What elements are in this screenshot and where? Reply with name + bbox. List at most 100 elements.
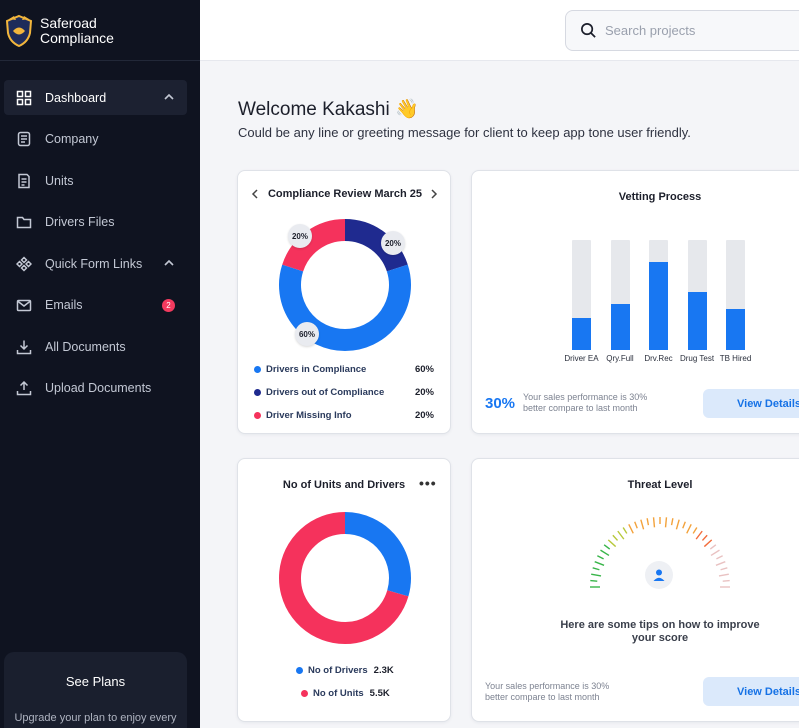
units-drivers-card: No of Units and Drivers ••• No of Driver… xyxy=(237,458,451,722)
plans-description: Upgrade your plan to enjoy every xyxy=(14,712,177,724)
plans-card[interactable]: See Plans Upgrade your plan to enjoy eve… xyxy=(4,652,187,728)
units-donut-chart xyxy=(279,512,411,644)
bar-drug-test xyxy=(687,291,707,350)
bar-track xyxy=(687,240,707,350)
gauge-tick xyxy=(634,521,638,529)
sidebar-item-all-documents[interactable]: All Documents xyxy=(4,329,187,364)
gauge-tick xyxy=(640,519,645,530)
gauge-tick xyxy=(597,555,604,560)
chevron-up-icon[interactable] xyxy=(163,257,175,269)
sidebar-item-label: Quick Form Links xyxy=(45,256,143,271)
search-input[interactable] xyxy=(605,23,785,38)
bar-label: Drug Test xyxy=(679,354,715,363)
performance-text: Your sales performance is 30% better com… xyxy=(523,392,648,413)
gauge-tick xyxy=(686,524,692,534)
legend-label: No of Drivers xyxy=(308,665,368,676)
gauge-tick xyxy=(600,549,610,557)
gauge-tick xyxy=(652,517,656,528)
gauge-tick xyxy=(670,518,674,526)
brand[interactable]: Saferoad Compliance xyxy=(4,14,114,48)
units-icon xyxy=(16,173,32,189)
chevron-left-icon[interactable] xyxy=(250,189,260,199)
donut-slice-driver-missing-info xyxy=(282,219,346,272)
bar-drv-rec xyxy=(649,262,668,350)
unread-badge: 2 xyxy=(162,298,175,312)
company-icon xyxy=(16,131,32,147)
legend-value: 20% xyxy=(414,386,434,398)
gauge-tick xyxy=(701,534,708,541)
view-details-button[interactable]: View Details xyxy=(703,389,799,418)
gauge-tick xyxy=(716,555,723,560)
gauge-tick xyxy=(722,579,730,582)
sidebar-nav: Dashboard Company Units Drivers Files Qu… xyxy=(4,80,187,412)
chevron-right-icon[interactable] xyxy=(429,189,439,199)
search-box[interactable] xyxy=(565,10,799,51)
legend-value: 60% xyxy=(414,363,434,375)
shield-logo-icon xyxy=(5,14,33,48)
bar-tb-hired xyxy=(726,309,745,350)
user-avatar xyxy=(645,561,673,589)
legend-row: No of Drivers 2.3K xyxy=(296,665,394,676)
sidebar-item-emails[interactable]: Emails 2 xyxy=(4,288,187,323)
sidebar-item-label: Dashboard xyxy=(45,90,107,105)
legend-dot xyxy=(296,667,303,674)
chevron-up-icon[interactable] xyxy=(163,91,175,103)
gauge-tick xyxy=(590,579,598,582)
gauge-tick xyxy=(607,539,617,548)
donut-label-in: 60% xyxy=(295,322,319,346)
legend-label: No of Units xyxy=(313,688,364,699)
legend-row: Drivers in Compliance 60% xyxy=(254,362,434,376)
bar-label: Qry.Full xyxy=(606,354,634,363)
sidebar-item-company[interactable]: Company xyxy=(4,122,187,157)
sidebar-item-quick-form-links[interactable]: Quick Form Links xyxy=(4,246,187,281)
see-plans-title[interactable]: See Plans xyxy=(65,674,126,689)
performance-percent: 30% xyxy=(485,395,516,412)
gauge-tick xyxy=(612,534,619,541)
user-icon xyxy=(653,569,665,581)
sidebar-item-label: Units xyxy=(45,173,74,188)
gauge-tick xyxy=(592,567,600,571)
bar-label: Driver EA xyxy=(564,354,599,363)
threat-gauge xyxy=(590,517,730,588)
gauge-tick xyxy=(718,573,729,577)
gauge-tick xyxy=(603,544,611,550)
sidebar-item-label: Upload Documents xyxy=(45,381,152,395)
sidebar-item-label: Emails xyxy=(45,298,83,312)
gauge-tick xyxy=(617,530,625,540)
legend-label: Drivers out of Compliance xyxy=(266,386,385,398)
view-details-button[interactable]: View Details xyxy=(703,677,799,706)
sidebar-item-drivers-files[interactable]: Drivers Files xyxy=(4,205,187,240)
gauge-tick xyxy=(594,561,605,566)
gauge-tick xyxy=(692,527,698,534)
gauge-tick xyxy=(703,539,713,548)
gauge-tick xyxy=(710,549,720,557)
more-options-icon[interactable]: ••• xyxy=(419,475,437,491)
gauge-tick xyxy=(709,544,717,550)
sidebar-item-upload-documents[interactable]: Upload Documents xyxy=(4,371,187,406)
legend-row: Driver Missing Info 20% xyxy=(254,408,434,422)
brand-name-line2: Compliance xyxy=(40,30,114,46)
card-title: No of Units and Drivers xyxy=(282,479,406,491)
bar-driver-ea xyxy=(572,318,591,350)
threat-level-card: Threat Level Here are some tips on how t… xyxy=(471,458,799,722)
sidebar: Saferoad Compliance Dashboard Company Un… xyxy=(0,0,200,728)
bar-label: Drv.Rec xyxy=(644,354,673,363)
bar-track xyxy=(610,240,630,350)
card-title: Vetting Process xyxy=(618,191,702,203)
sidebar-item-label: Drivers Files xyxy=(45,215,115,229)
donut-slice-no-of-units xyxy=(279,512,409,644)
bar-track xyxy=(649,240,668,350)
bar-label: TB Hired xyxy=(719,354,752,363)
sidebar-divider xyxy=(0,60,200,61)
sidebar-item-units[interactable]: Units xyxy=(4,163,187,198)
performance-text: Your sales performance is 30% better com… xyxy=(485,681,610,702)
legend-dot xyxy=(254,388,261,396)
legend-dot xyxy=(254,411,261,419)
donut-label-missing: 20% xyxy=(288,224,312,248)
gauge-tick xyxy=(695,530,703,540)
gauge-tick xyxy=(591,573,602,577)
sidebar-item-dashboard[interactable]: Dashboard xyxy=(4,80,187,115)
bar-qry-full xyxy=(610,303,630,350)
gauge-tick xyxy=(646,518,650,526)
sidebar-item-label: All Documents xyxy=(45,339,126,354)
